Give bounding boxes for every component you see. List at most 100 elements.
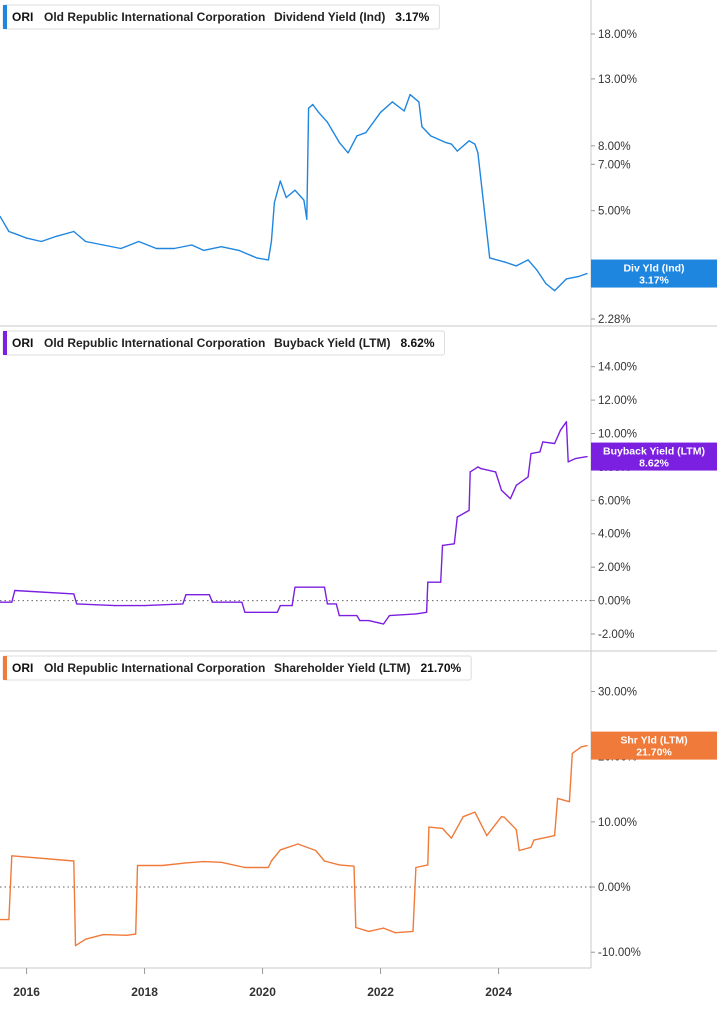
data-point (276, 611, 278, 613)
data-point (391, 101, 393, 103)
data-point (267, 259, 269, 261)
data-point (244, 611, 246, 613)
data-point (489, 257, 491, 259)
data-point (565, 421, 568, 423)
data-point (500, 489, 503, 491)
data-point (503, 261, 505, 263)
data-point (338, 864, 340, 866)
legend[interactable]: ORI Old Republic International Corporatio… (2, 330, 445, 356)
data-point (17, 234, 19, 236)
legend[interactable]: ORI Old Republic International Corporatio… (2, 655, 472, 681)
data-point (468, 509, 470, 511)
data-point (577, 276, 579, 278)
data-point (0, 215, 1, 217)
data-point (509, 498, 511, 500)
data-point (273, 202, 275, 204)
data-point (586, 272, 588, 275)
data-point (323, 586, 326, 588)
data-point (182, 603, 184, 605)
legend-ticker: ORI (12, 661, 33, 675)
data-point (14, 589, 16, 592)
data-point (126, 934, 128, 936)
data-point (468, 140, 470, 142)
series-line (0, 421, 588, 625)
data-point (453, 543, 455, 545)
data-point (270, 860, 272, 862)
data-point (480, 468, 482, 470)
data-point (356, 135, 358, 137)
data-point (554, 442, 556, 445)
data-point (415, 613, 417, 615)
data-point (388, 615, 390, 617)
data-point (203, 861, 205, 863)
data-point (586, 745, 588, 747)
data-point (8, 230, 10, 233)
data-point (486, 835, 488, 837)
y-tick-label: 4.00% (598, 529, 631, 541)
series-line (0, 744, 588, 947)
data-point (426, 611, 428, 613)
badge-value: 8.62% (639, 458, 669, 470)
y-tick-label: 8.00% (598, 141, 631, 153)
data-point (427, 864, 429, 866)
data-point (85, 938, 87, 940)
data-point (120, 247, 122, 250)
data-point (73, 230, 75, 233)
data-point (185, 594, 187, 596)
data-point (114, 605, 116, 607)
legend-value: 21.70% (421, 661, 462, 675)
data-point (500, 816, 503, 818)
y-tick-label: 10.00% (598, 817, 637, 829)
data-point (338, 615, 340, 617)
data-point (144, 605, 146, 607)
y-tick-label: 0.00% (598, 596, 631, 608)
data-point (533, 839, 535, 841)
data-point (279, 849, 281, 851)
data-point (382, 623, 385, 625)
data-point (161, 864, 163, 867)
data-point (26, 237, 28, 239)
data-point (568, 801, 571, 803)
data-point (267, 866, 269, 869)
data-point (554, 835, 556, 837)
data-point (515, 484, 517, 486)
data-point (450, 837, 452, 839)
data-point (536, 269, 538, 271)
data-point (403, 110, 405, 112)
data-point (368, 930, 370, 933)
data-point (554, 290, 556, 292)
data-point (74, 945, 77, 947)
data-point (462, 816, 464, 818)
current-value-badge (591, 259, 717, 288)
y-tick-label: 5.00% (598, 206, 631, 218)
x-tick-label: 2020 (249, 985, 276, 999)
x-tick-label: 2022 (367, 985, 394, 999)
data-point (382, 927, 385, 929)
data-point (40, 240, 42, 243)
data-point (294, 189, 296, 191)
legend-color-swatch (3, 656, 7, 680)
data-point (138, 240, 140, 243)
data-point (73, 860, 75, 862)
data-point (527, 259, 529, 261)
y-tick-label: 30.00% (598, 687, 637, 699)
data-point (0, 601, 1, 603)
y-tick-label: 14.00% (598, 362, 637, 374)
y-tick-label: 18.00% (598, 29, 637, 41)
data-point (441, 544, 444, 547)
data-point (394, 932, 396, 934)
data-point (418, 101, 420, 103)
data-point (450, 143, 452, 145)
data-point (503, 816, 505, 818)
y-tick-label: 10.00% (598, 429, 637, 441)
data-point (530, 846, 532, 848)
data-point (312, 103, 314, 106)
y-tick-label: -2.00% (598, 629, 634, 641)
y-tick-label: 12.00% (598, 395, 637, 407)
legend-metric: Shareholder Yield (LTM) (274, 661, 410, 675)
data-point (539, 451, 541, 453)
badge-label: Shr Yld (LTM) (620, 735, 687, 747)
data-point (85, 240, 87, 243)
legend[interactable]: ORI Old Republic International Corporatio… (2, 4, 440, 30)
